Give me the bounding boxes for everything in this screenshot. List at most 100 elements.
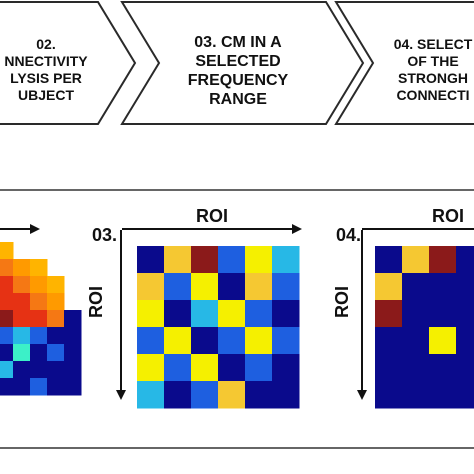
matrix-02-cell [30,378,48,396]
matrix-02-cell [0,361,14,379]
matrix-02-cell [47,378,65,396]
matrix-04-cell [429,354,457,382]
step3-line-1: 03. CM IN A [194,34,282,51]
matrix-02-cell [13,378,31,396]
matrix-02-cell [13,344,31,362]
matrix-03-cell [164,354,192,382]
matrix-02-cell [47,344,65,362]
matrix-04-cell [429,381,457,409]
step4-line-1: 04. SELECT [393,36,473,52]
matrix-02-cell [0,344,14,362]
matrix-03-cell [218,381,246,409]
matrix-03-cell [272,381,300,409]
matrix-02-cell [30,293,48,311]
matrix-04-cell [375,300,403,328]
matrices-frame [0,189,474,449]
matrix-02-cell [13,276,31,294]
panel-04-roi-top-label: ROI [432,206,465,226]
matrix-04-cell [456,246,474,274]
panel-03-roi-top-label: ROI [196,206,229,226]
matrix-02-cell [64,361,82,379]
matrix-02-cell [47,293,65,311]
matrix-04-cell [456,327,474,355]
matrix-03-cell [164,300,192,328]
step3-line-3: FREQUENCY [187,72,289,89]
matrix-04-cell [456,300,474,328]
matrix-02-cell [13,259,31,277]
step2-line-3: LYSIS PER [10,70,82,86]
matrix-03 [137,246,300,409]
matrix-02-cell [0,293,14,311]
matrix-03-cell [191,246,219,274]
step4-chevron [334,1,474,125]
matrix-04-cell [375,354,403,382]
step3-line-2: SELECTED [195,53,281,70]
matrix-02-cell [0,327,14,345]
matrix-04-cell [429,300,457,328]
matrix-03-cell [191,300,219,328]
matrix-03-cell [218,354,246,382]
matrix-03-cell [137,246,165,274]
matrix-02-cell [47,361,65,379]
matrix-02-cell [30,259,48,277]
step4-line-3: STRONGH [398,70,468,86]
matrix-02-cell [0,276,14,294]
matrix-03-cell [272,300,300,328]
matrix-03-cell [272,327,300,355]
matrix-03-cell [245,354,273,382]
matrix-04-cell [402,327,430,355]
panel-04-roi-side-label: ROI [332,285,352,318]
matrix-04-cell [375,246,403,274]
matrix-03-cell [245,327,273,355]
step3-line-4: RANGE [209,91,267,108]
step4-line-4: CONNECTI [396,87,470,103]
matrix-04 [375,246,474,409]
matrix-03-cell [191,354,219,382]
matrix-03-cell [245,246,273,274]
step3-chevron [120,1,365,125]
matrix-03-cell [191,381,219,409]
matrix-03-cell [218,327,246,355]
matrix-03-cell [245,300,273,328]
matrix-03-cell [245,273,273,301]
matrix-02-cell [64,327,82,345]
matrix-04-cell [375,327,403,355]
step2-line-4: UBJECT [17,87,74,103]
matrix-04-cell [402,354,430,382]
matrix-04-cell [429,327,457,355]
matrix-03-cell [272,354,300,382]
roi-arrowhead-top-02 [30,224,40,234]
step3-label: 03. CM IN A SELECTED FREQUENCY RANGE [163,33,313,109]
matrix-04-cell [402,300,430,328]
matrix-02-cell [47,276,65,294]
step2-line-1: 02. [36,36,56,52]
matrix-03-cell [137,381,165,409]
matrix-02-cell [30,310,48,328]
matrix-02-cell [47,310,65,328]
matrix-02-cell [30,361,48,379]
matrix-03-cell [164,381,192,409]
matrix-03-cell [218,300,246,328]
matrix-02-cell [30,344,48,362]
step2-line-2: NNECTIVITY [4,53,88,69]
matrix-02-cell [0,378,14,396]
roi-arrowhead-side-04 [357,390,367,400]
matrix-03-cell [272,246,300,274]
roi-arrowhead-side-03 [116,390,126,400]
matrix-02-cell [64,344,82,362]
matrix-03-cell [218,246,246,274]
matrix-03-cell [137,300,165,328]
matrix-04-cell [429,273,457,301]
matrix-04-cell [402,381,430,409]
matrix-02-cell [0,259,14,277]
matrix-03-cell [272,273,300,301]
matrix-03-cell [245,381,273,409]
matrix-03-cell [137,354,165,382]
matrix-03-cell [137,327,165,355]
matrix-02-cell [0,242,14,260]
matrix-02-cell [13,361,31,379]
matrix-03-cell [218,273,246,301]
matrix-03-cell [164,327,192,355]
matrix-04-cell [456,354,474,382]
matrix-02-partial [0,242,82,396]
